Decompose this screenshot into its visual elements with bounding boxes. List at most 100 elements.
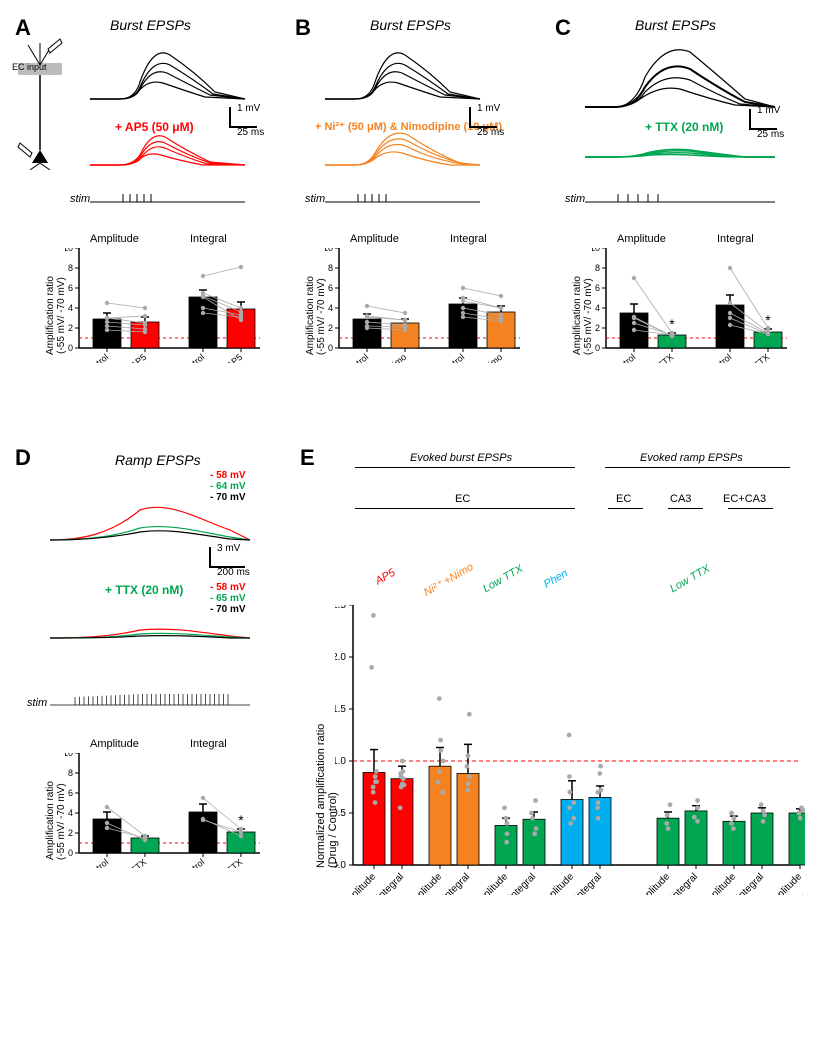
- panel-e-burst-bracket: [355, 467, 575, 468]
- svg-text:2: 2: [68, 828, 73, 838]
- panel-b-label: B: [295, 15, 311, 41]
- svg-text:Amplitude: Amplitude: [537, 871, 577, 895]
- ec-input-label: EC input: [12, 62, 47, 72]
- panel-a-drug-label: + AP5 (50 μM): [115, 120, 194, 134]
- panel-b-barchart: 0246810Control+ Ni²⁺ & NimoControl+ Ni²⁺…: [325, 248, 525, 363]
- panel-d-vm-labels-drug: - 58 mV - 65 mV - 70 mV: [210, 582, 246, 615]
- neuron-diagram-icon: [10, 35, 70, 170]
- svg-text:4: 4: [595, 303, 600, 313]
- panel-a-int-hdr: Integral: [190, 233, 227, 245]
- svg-text:Integral: Integral: [801, 871, 805, 895]
- svg-text:4: 4: [68, 808, 73, 818]
- svg-text:10: 10: [325, 248, 333, 253]
- svg-text:1.0: 1.0: [335, 756, 346, 767]
- svg-text:Amplitude: Amplitude: [405, 871, 445, 895]
- svg-text:Control: Control: [178, 352, 207, 363]
- svg-text:2: 2: [328, 323, 333, 333]
- panel-c-drug-label: + TTX (20 nM): [645, 120, 723, 134]
- panel-b-scale-v: 1 mV: [477, 103, 500, 114]
- panel-a-title: Burst EPSPs: [110, 17, 191, 33]
- svg-text:2: 2: [68, 323, 73, 333]
- svg-text:Amplitude: Amplitude: [471, 871, 511, 895]
- svg-text:Integral: Integral: [735, 871, 766, 895]
- panel-e-ec: EC: [455, 493, 470, 505]
- panel-d-amp-hdr: Amplitude: [90, 738, 139, 750]
- svg-text:Amplitude: Amplitude: [765, 871, 805, 895]
- svg-text:Control: Control: [705, 352, 734, 363]
- panel-b-stim: stim: [305, 193, 325, 205]
- panel-e-drug-phen: Phen: [542, 567, 570, 590]
- svg-text:*: *: [669, 316, 675, 332]
- svg-text:*: *: [765, 312, 771, 328]
- panel-e-drug-ttx1: Low TTX: [481, 563, 525, 595]
- svg-text:0.5: 0.5: [335, 808, 346, 819]
- svg-text:Integral: Integral: [573, 871, 604, 895]
- panel-e-ecca3: EC+CA3: [723, 493, 766, 505]
- svg-text:Amplitude: Amplitude: [699, 871, 739, 895]
- panel-e-ecca3-bracket: [728, 508, 773, 509]
- svg-text:0: 0: [68, 848, 73, 858]
- svg-text:*: *: [238, 812, 244, 828]
- panel-e-label: E: [300, 445, 315, 471]
- panel-e-barchart: 0.00.51.01.52.02.5AmplitudeIntegralAmpli…: [335, 605, 805, 895]
- panel-b-scale-h: 25 ms: [477, 127, 504, 138]
- svg-text:Integral: Integral: [375, 871, 406, 895]
- svg-text:8: 8: [595, 263, 600, 273]
- panel-e-ramp-bracket: [605, 467, 790, 468]
- svg-text:8: 8: [68, 263, 73, 273]
- panel-d-barchart: 0246810Control+ TTXControl+ TTX*: [65, 753, 265, 868]
- panel-a-barchart: 0246810Control+ AP5Control+ AP5: [65, 248, 265, 363]
- svg-text:6: 6: [328, 283, 333, 293]
- svg-text:Control: Control: [82, 352, 111, 363]
- panel-d-title: Ramp EPSPs: [115, 452, 201, 468]
- panel-e-burst-hdr: Evoked burst EPSPs: [410, 452, 512, 464]
- svg-text:6: 6: [68, 788, 73, 798]
- panel-b-title: Burst EPSPs: [370, 17, 451, 33]
- panel-a-ylabel: Amplification ratio (-55 mV/ -70 mV): [45, 276, 67, 355]
- panel-e-drug-ttx2: Low TTX: [668, 563, 712, 595]
- svg-text:1.5: 1.5: [335, 704, 346, 715]
- svg-text:2: 2: [595, 323, 600, 333]
- panel-e-ca3: CA3: [670, 493, 691, 505]
- svg-text:0: 0: [595, 343, 600, 353]
- panel-e-ec2: EC: [616, 493, 631, 505]
- svg-text:4: 4: [68, 303, 73, 313]
- svg-text:Integral: Integral: [507, 871, 538, 895]
- panel-d-label: D: [15, 445, 31, 471]
- panel-e-ec2-bracket: [608, 508, 643, 509]
- panel-a-scale-v: 1 mV: [237, 103, 260, 114]
- svg-text:Integral: Integral: [441, 871, 472, 895]
- svg-text:8: 8: [328, 263, 333, 273]
- svg-text:Control: Control: [82, 857, 111, 868]
- panel-c-ylabel: Amplification ratio (-55 mV/ -70 mV): [572, 276, 594, 355]
- panel-e-ec-bracket: [355, 508, 575, 509]
- svg-text:6: 6: [595, 283, 600, 293]
- panel-d-scale-h: 200 ms: [217, 567, 250, 578]
- svg-text:+ AP5: + AP5: [123, 352, 148, 363]
- panel-c-scale-v: 1 mV: [757, 105, 780, 116]
- svg-text:6: 6: [68, 283, 73, 293]
- panel-c-int-hdr: Integral: [717, 233, 754, 245]
- svg-text:+ AP5: + AP5: [219, 352, 244, 363]
- svg-text:2.0: 2.0: [335, 652, 346, 663]
- svg-text:Amplitude: Amplitude: [633, 871, 673, 895]
- svg-text:+ TTX: + TTX: [219, 857, 244, 868]
- panel-c-label: C: [555, 15, 571, 41]
- svg-text:10: 10: [65, 753, 73, 758]
- panel-a-amp-hdr: Amplitude: [90, 233, 139, 245]
- panel-d-scale-v: 3 mV: [217, 543, 240, 554]
- svg-text:2.5: 2.5: [335, 605, 346, 611]
- panel-d-stim: stim: [27, 697, 47, 709]
- panel-e-ramp-hdr: Evoked ramp EPSPs: [640, 452, 743, 464]
- panel-d-drug-label: + TTX (20 nM): [105, 583, 183, 597]
- panel-b-int-hdr: Integral: [450, 233, 487, 245]
- svg-text:4: 4: [328, 303, 333, 313]
- svg-text:Control: Control: [438, 352, 467, 363]
- panel-d-ylabel: Amplification ratio (-55 mV/ -70 mV): [45, 781, 67, 860]
- panel-d-int-hdr: Integral: [190, 738, 227, 750]
- svg-text:Control: Control: [342, 352, 371, 363]
- svg-text:+ TTX: + TTX: [123, 857, 148, 868]
- panel-c-stim: stim: [565, 193, 585, 205]
- panel-b-ylabel: Amplification ratio (-55 mV/ -70 mV): [305, 276, 327, 355]
- panel-e-ca3-bracket: [668, 508, 703, 509]
